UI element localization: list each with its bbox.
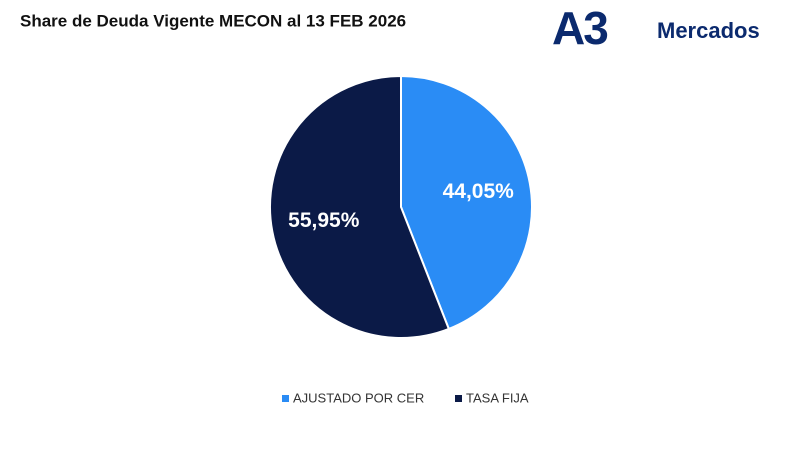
pie-slice: [269, 74, 451, 339]
chart-title: Share de Deuda Vigente MECON al 13 FEB 2…: [20, 11, 406, 30]
pie-slice: [400, 74, 533, 331]
logo-mark: A3: [552, 2, 607, 54]
data-label: 44,05%: [443, 180, 515, 203]
logo-name: Mercados: [657, 18, 760, 43]
data-label: 55,95%: [288, 209, 360, 232]
legend-label: TASA FIJA: [466, 390, 529, 405]
legend-swatch: [282, 395, 289, 402]
legend-swatch: [455, 395, 462, 402]
legend-label: AJUSTADO POR CER: [293, 390, 424, 405]
